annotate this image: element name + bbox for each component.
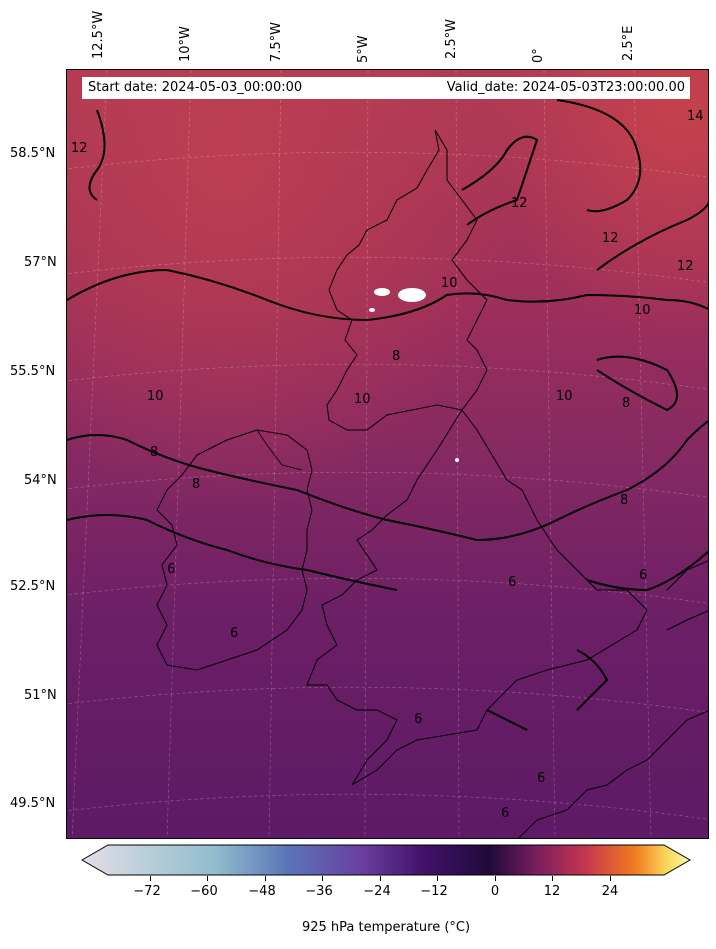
temperature-map: 12 12 12 12 14 10 10 10 10 10 8 8 8 8 6 … — [66, 69, 709, 839]
contour-label: 6 — [501, 806, 509, 821]
colorbar-tick-label: 24 — [601, 884, 619, 899]
lon-label-5w: 5°W — [356, 35, 371, 63]
colorbar-tick — [207, 876, 208, 881]
colorbar-tick — [552, 876, 553, 881]
colorbar-graphic — [80, 844, 692, 876]
lon-label-2.5e: 2.5°E — [621, 25, 636, 61]
contour-label: 8 — [192, 477, 200, 492]
contour-label: 10 — [147, 389, 164, 404]
colorbar-tick — [322, 876, 323, 881]
contour-label: 8 — [392, 349, 400, 364]
colorbar-tick-label: −60 — [190, 884, 218, 899]
colorbar-tick-label: −36 — [305, 884, 333, 899]
contour-label: 10 — [634, 303, 651, 318]
date-header: Start date: 2024-05-03_00:00:00 Valid_da… — [82, 77, 690, 99]
lon-label-0: 0° — [531, 48, 546, 63]
colorbar-tick — [610, 876, 611, 881]
contour-label: 8 — [150, 445, 158, 460]
contour-labels: 12 12 12 12 14 10 10 10 10 10 8 8 8 8 6 … — [71, 109, 704, 821]
contour-label: 8 — [622, 396, 630, 411]
contour-label: 12 — [71, 141, 88, 156]
colorbar-tick-label: −48 — [248, 884, 276, 899]
lon-label-10w: 10°W — [178, 26, 193, 62]
lat-label-55.5n: 55.5°N — [10, 364, 56, 379]
graticule — [67, 70, 708, 838]
lat-label-52.5n: 52.5°N — [10, 579, 56, 594]
start-date: Start date: 2024-05-03_00:00:00 — [88, 80, 303, 95]
colorbar-tick — [380, 876, 381, 881]
missing-data-patches — [369, 288, 459, 462]
contour-label: 6 — [639, 568, 647, 583]
lat-label-51n: 51°N — [24, 688, 57, 703]
contour-label: 8 — [620, 493, 628, 508]
lat-label-49.5n: 49.5°N — [10, 796, 56, 811]
lon-label-12.5w: 12.5°W — [91, 10, 106, 59]
lat-label-58.5n: 58.5°N — [10, 146, 56, 161]
contour-label: 6 — [167, 562, 175, 577]
contour-label: 12 — [602, 231, 619, 246]
colorbar-tick — [495, 876, 496, 881]
contour-label: 12 — [677, 259, 694, 274]
contour-label: 6 — [414, 712, 422, 727]
contour-label: 6 — [230, 626, 238, 641]
lat-label-57n: 57°N — [24, 255, 57, 270]
colorbar-tick — [437, 876, 438, 881]
lon-label-7.5w: 7.5°W — [269, 21, 284, 62]
colorbar-tick-label: 0 — [490, 884, 500, 899]
colorbar-tick — [265, 876, 266, 881]
lat-label-54n: 54°N — [24, 473, 57, 488]
colorbar-title: 925 hPa temperature (°C) — [301, 920, 471, 935]
temperature-contours — [67, 99, 708, 731]
contour-label: 14 — [687, 109, 704, 124]
colorbar — [80, 843, 692, 877]
colorbar-tick-label: −24 — [363, 884, 391, 899]
coastlines — [156, 129, 708, 838]
colorbar-tick-label: −12 — [420, 884, 448, 899]
colorbar-tick-label: 12 — [543, 884, 561, 899]
valid-date: Valid_date: 2024-05-03T23:00:00.00 — [446, 80, 685, 95]
contour-label: 10 — [556, 389, 573, 404]
lon-label-2.5w: 2.5°W — [444, 18, 459, 59]
map-canvas: 12 12 12 12 14 10 10 10 10 10 8 8 8 8 6 … — [67, 70, 708, 838]
colorbar-tick-label: −72 — [133, 884, 161, 899]
contour-label: 10 — [441, 276, 458, 291]
contour-label: 6 — [508, 575, 516, 590]
colorbar-tick — [150, 876, 151, 881]
contour-label: 10 — [354, 392, 371, 407]
contour-label: 6 — [537, 771, 545, 786]
contour-label: 12 — [511, 196, 528, 211]
warm-region-northeast — [67, 70, 708, 838]
